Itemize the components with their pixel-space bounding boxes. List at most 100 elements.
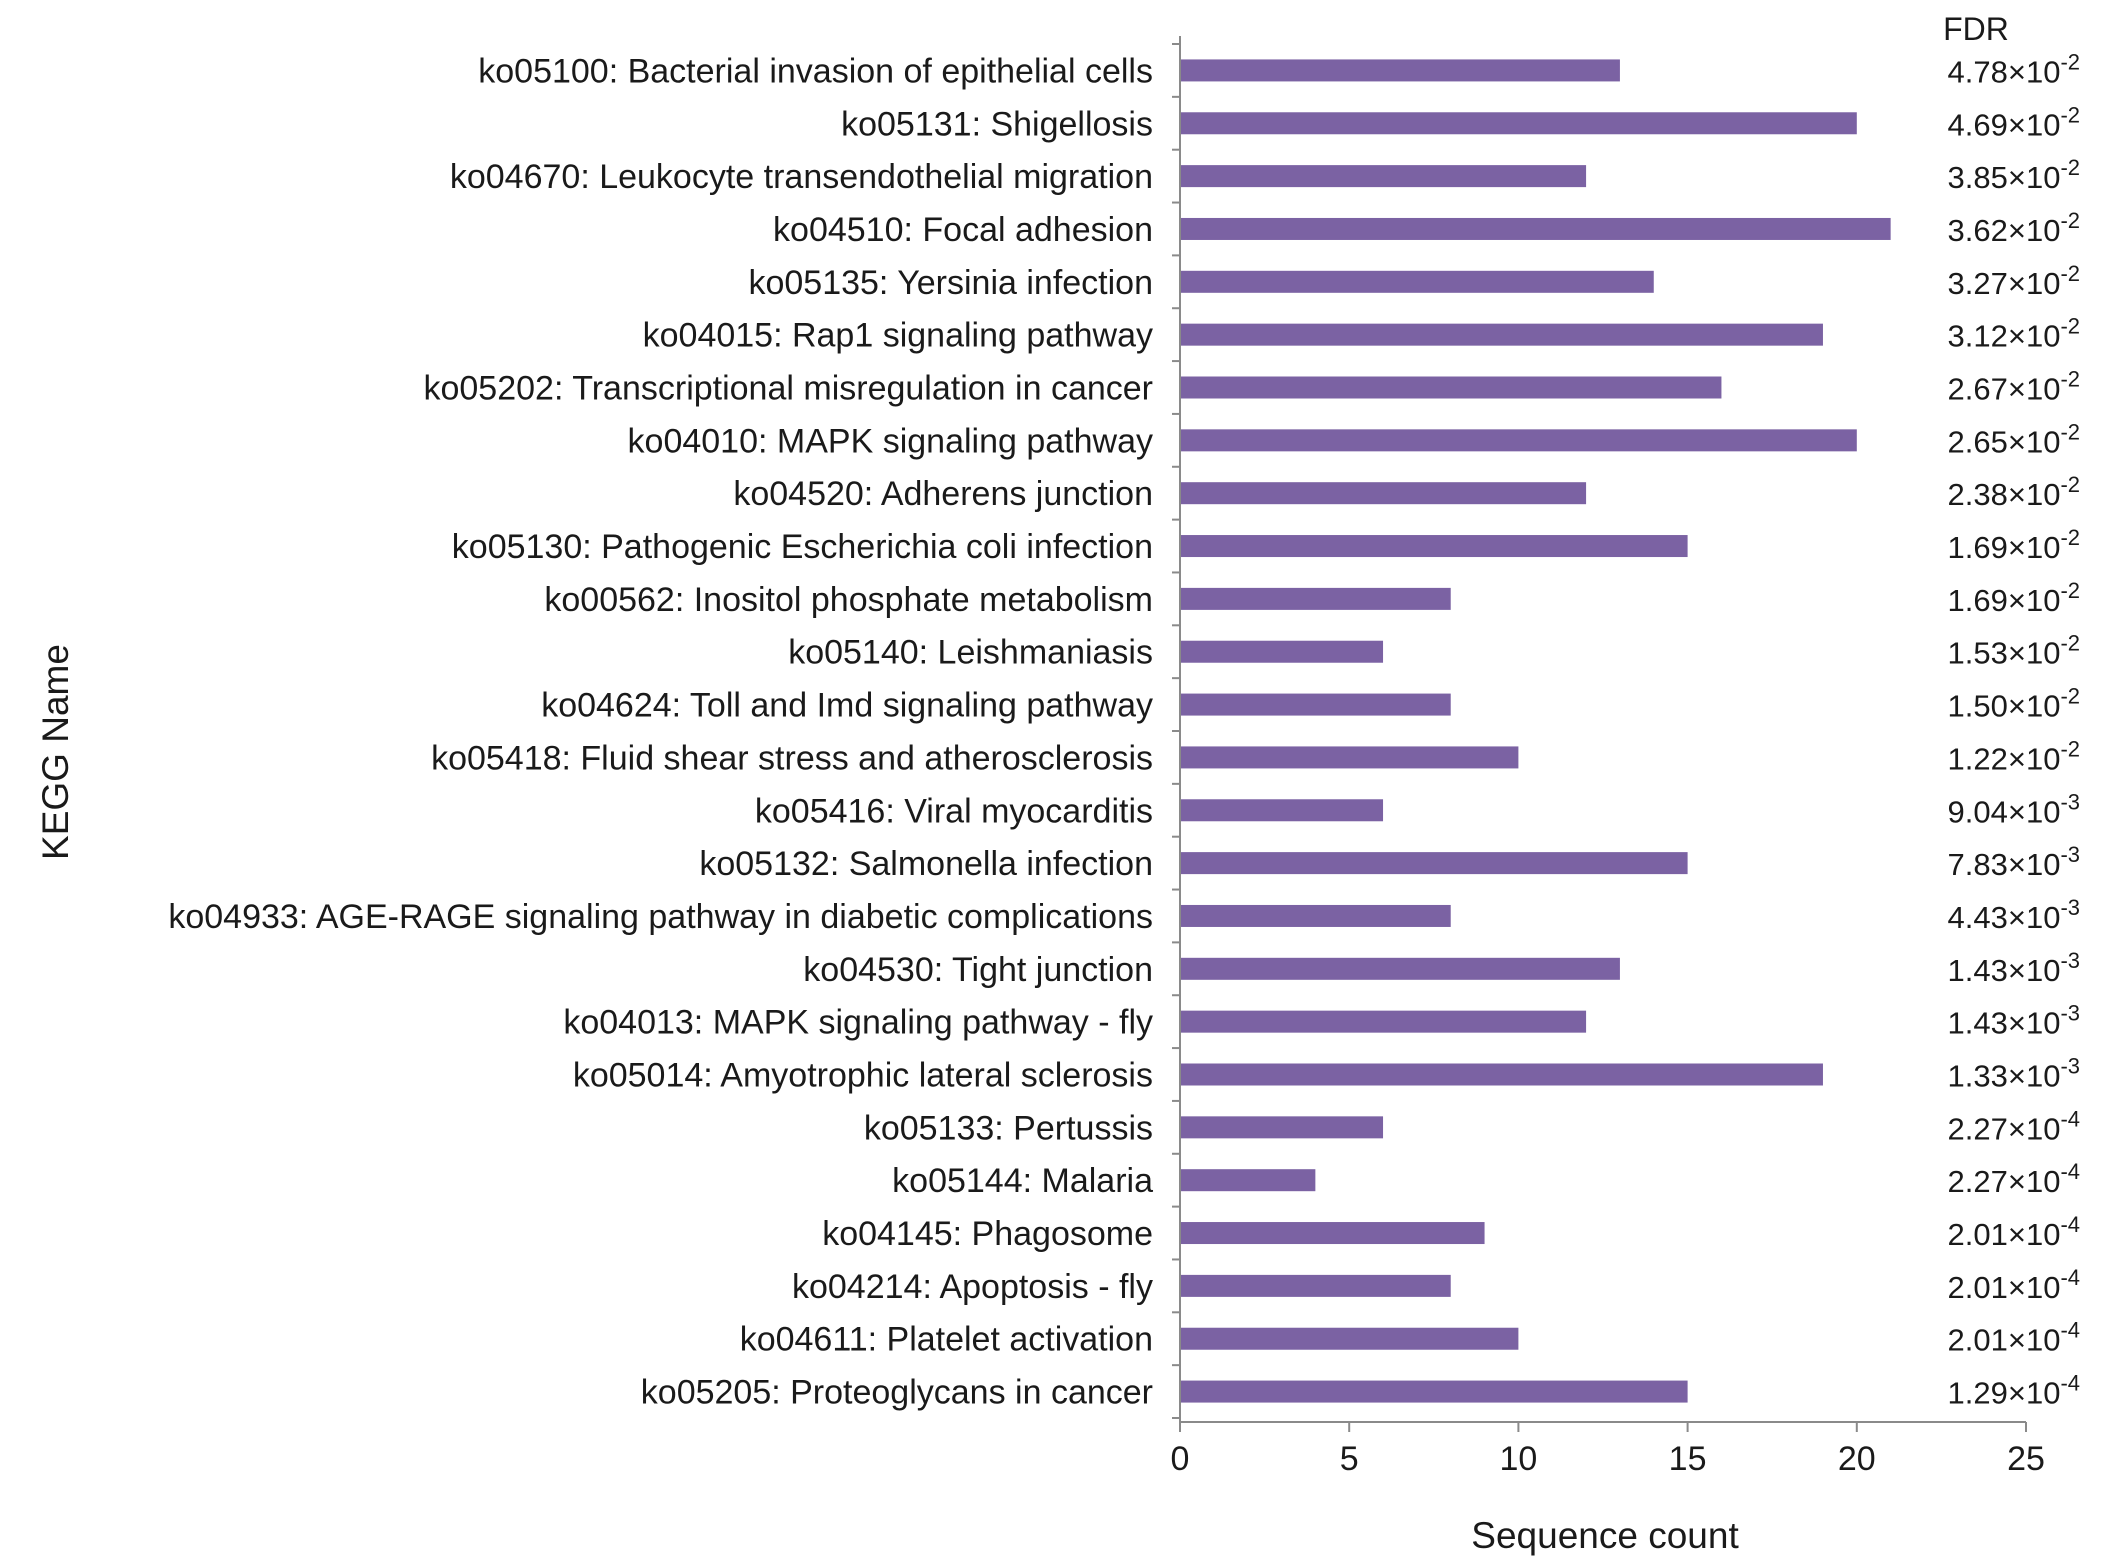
fdr-value-label: 1.53×10-2 — [1948, 631, 2081, 671]
bar — [1180, 535, 1688, 558]
category-label: ko05202: Transcriptional misregulation i… — [423, 370, 1153, 408]
fdr-times-ten: ×10 — [2008, 1270, 2061, 1305]
fdr-exponent: -2 — [2060, 525, 2080, 550]
fdr-exponent: -3 — [2060, 948, 2080, 973]
fdr-times-ten: ×10 — [2008, 1323, 2061, 1358]
category-label: ko04520: Adherens junction — [733, 475, 1153, 513]
category-label: ko04010: MAPK signaling pathway — [628, 422, 1153, 460]
fdr-value-label: 3.27×10-2 — [1948, 261, 2081, 301]
fdr-exponent: -3 — [2060, 1001, 2080, 1026]
fdr-mantissa: 7.83 — [1948, 847, 2008, 882]
category-label: ko04015: Rap1 signaling pathway — [643, 317, 1153, 355]
fdr-labels-group: 4.78×10-24.69×10-23.85×10-23.62×10-23.27… — [1948, 49, 2081, 1410]
fdr-value-label: 3.62×10-2 — [1948, 208, 2081, 248]
bar — [1180, 429, 1857, 452]
fdr-exponent: -2 — [2060, 684, 2080, 709]
bar — [1180, 587, 1451, 610]
fdr-value-label: 2.01×10-4 — [1948, 1318, 2081, 1358]
bar — [1180, 693, 1451, 716]
fdr-mantissa: 1.29 — [1948, 1376, 2008, 1411]
category-label: ko05140: Leishmaniasis — [788, 634, 1153, 672]
fdr-value-label: 1.33×10-3 — [1948, 1054, 2081, 1094]
category-label: ko04611: Platelet activation — [740, 1321, 1153, 1359]
fdr-exponent: -4 — [2060, 1106, 2080, 1131]
fdr-times-ten: ×10 — [2008, 689, 2061, 724]
category-label: ko05133: Pertussis — [864, 1109, 1153, 1147]
axes-group: 0 5 10 15 20 25 — [1171, 36, 2045, 1478]
fdr-times-ten: ×10 — [2008, 794, 2061, 829]
fdr-value-label: 7.83×10-3 — [1948, 842, 2081, 882]
bar — [1180, 1063, 1823, 1086]
x-tick-label: 0 — [1171, 1440, 1190, 1478]
fdr-value-label: 3.85×10-2 — [1948, 155, 2081, 195]
category-label: ko05131: Shigellosis — [841, 105, 1153, 143]
fdr-mantissa: 2.01 — [1948, 1323, 2008, 1358]
x-tick-label: 20 — [1838, 1440, 1876, 1478]
fdr-mantissa: 1.43 — [1948, 953, 2008, 988]
fdr-mantissa: 4.69 — [1948, 107, 2008, 142]
bar — [1180, 1010, 1587, 1033]
fdr-exponent: -2 — [2060, 49, 2080, 74]
fdr-times-ten: ×10 — [2008, 160, 2061, 195]
fdr-exponent: -2 — [2060, 578, 2080, 603]
fdr-exponent: -2 — [2060, 736, 2080, 761]
category-label: ko04624: Toll and Imd signaling pathway — [541, 687, 1153, 725]
category-label: ko05100: Bacterial invasion of epithelia… — [478, 52, 1153, 90]
category-label: ko04670: Leukocyte transendothelial migr… — [450, 158, 1153, 196]
category-label: ko05014: Amyotrophic lateral sclerosis — [573, 1057, 1153, 1095]
bar — [1180, 1380, 1688, 1403]
fdr-times-ten: ×10 — [2008, 1164, 2061, 1199]
fdr-times-ten: ×10 — [2008, 530, 2061, 565]
fdr-mantissa: 1.43 — [1948, 1006, 2008, 1041]
fdr-times-ten: ×10 — [2008, 636, 2061, 671]
fdr-mantissa: 1.33 — [1948, 1059, 2008, 1094]
fdr-value-label: 2.38×10-2 — [1948, 472, 2081, 512]
category-labels-group: ko05100: Bacterial invasion of epithelia… — [168, 52, 1153, 1411]
fdr-exponent: -3 — [2060, 1054, 2080, 1079]
fdr-exponent: -2 — [2060, 155, 2080, 180]
bar — [1180, 1274, 1451, 1297]
category-label: ko04510: Focal adhesion — [773, 211, 1153, 249]
fdr-value-label: 1.43×10-3 — [1948, 1001, 2081, 1041]
category-label: ko00562: Inositol phosphate metabolism — [544, 581, 1153, 619]
bar — [1180, 799, 1384, 822]
category-label: ko04214: Apoptosis - fly — [792, 1268, 1153, 1306]
bar — [1180, 1327, 1519, 1350]
fdr-times-ten: ×10 — [2008, 1111, 2061, 1146]
fdr-times-ten: ×10 — [2008, 213, 2061, 248]
bar — [1180, 270, 1654, 293]
fdr-exponent: -3 — [2060, 895, 2080, 920]
category-label: ko05205: Proteoglycans in cancer — [641, 1374, 1153, 1412]
fdr-exponent: -4 — [2060, 1371, 2080, 1396]
fdr-exponent: -2 — [2060, 419, 2080, 444]
fdr-exponent: -2 — [2060, 314, 2080, 339]
fdr-value-label: 2.65×10-2 — [1948, 419, 2081, 459]
fdr-mantissa: 3.62 — [1948, 213, 2008, 248]
bar — [1180, 957, 1620, 980]
fdr-value-label: 2.67×10-2 — [1948, 367, 2081, 407]
bar — [1180, 1222, 1485, 1245]
bar — [1180, 59, 1620, 82]
fdr-times-ten: ×10 — [2008, 372, 2061, 407]
fdr-times-ten: ×10 — [2008, 54, 2061, 89]
fdr-mantissa: 4.78 — [1948, 54, 2008, 89]
fdr-times-ten: ×10 — [2008, 847, 2061, 882]
fdr-mantissa: 1.22 — [1948, 741, 2008, 776]
bar — [1180, 217, 1891, 240]
fdr-mantissa: 1.69 — [1948, 530, 2008, 565]
fdr-exponent: -2 — [2060, 208, 2080, 233]
bar — [1180, 852, 1688, 875]
fdr-mantissa: 1.53 — [1948, 636, 2008, 671]
bar — [1180, 165, 1587, 188]
fdr-mantissa: 3.85 — [1948, 160, 2008, 195]
x-tick-label: 15 — [1669, 1440, 1707, 1478]
bar — [1180, 376, 1722, 399]
fdr-mantissa: 1.69 — [1948, 583, 2008, 618]
bar — [1180, 1169, 1316, 1192]
fdr-mantissa: 3.12 — [1948, 319, 2008, 354]
category-label: ko04933: AGE-RAGE signaling pathway in d… — [168, 898, 1153, 936]
fdr-mantissa: 2.65 — [1948, 424, 2008, 459]
fdr-times-ten: ×10 — [2008, 1059, 2061, 1094]
category-label: ko05132: Salmonella infection — [699, 845, 1153, 883]
